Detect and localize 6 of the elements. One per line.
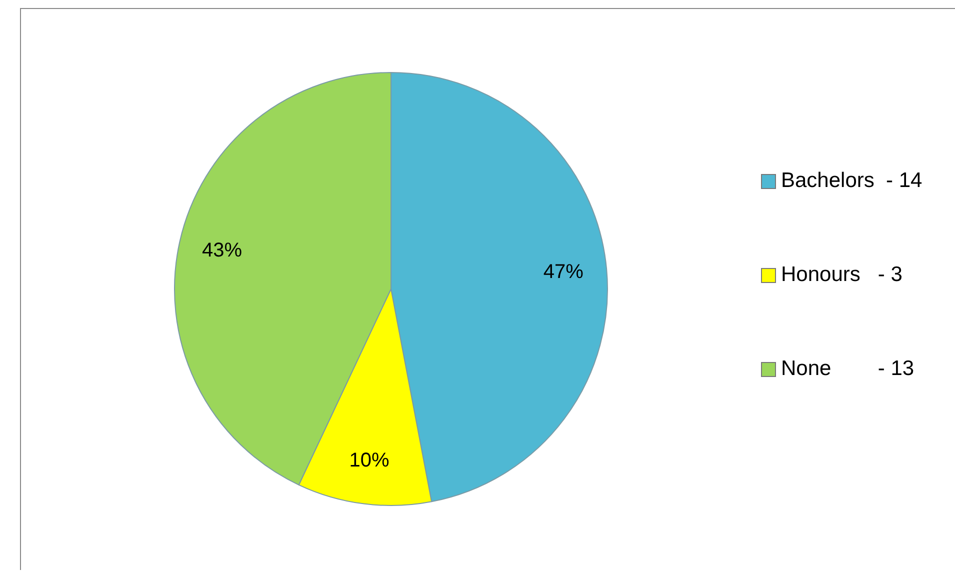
data-label: 43% (202, 240, 242, 262)
legend-label: Bachelors - 14 (781, 169, 922, 193)
data-label: 47% (543, 261, 584, 284)
legend-label: Honours - 3 (781, 263, 902, 287)
data-label: 10% (349, 449, 390, 472)
legend-label: None - 13 (781, 357, 914, 381)
